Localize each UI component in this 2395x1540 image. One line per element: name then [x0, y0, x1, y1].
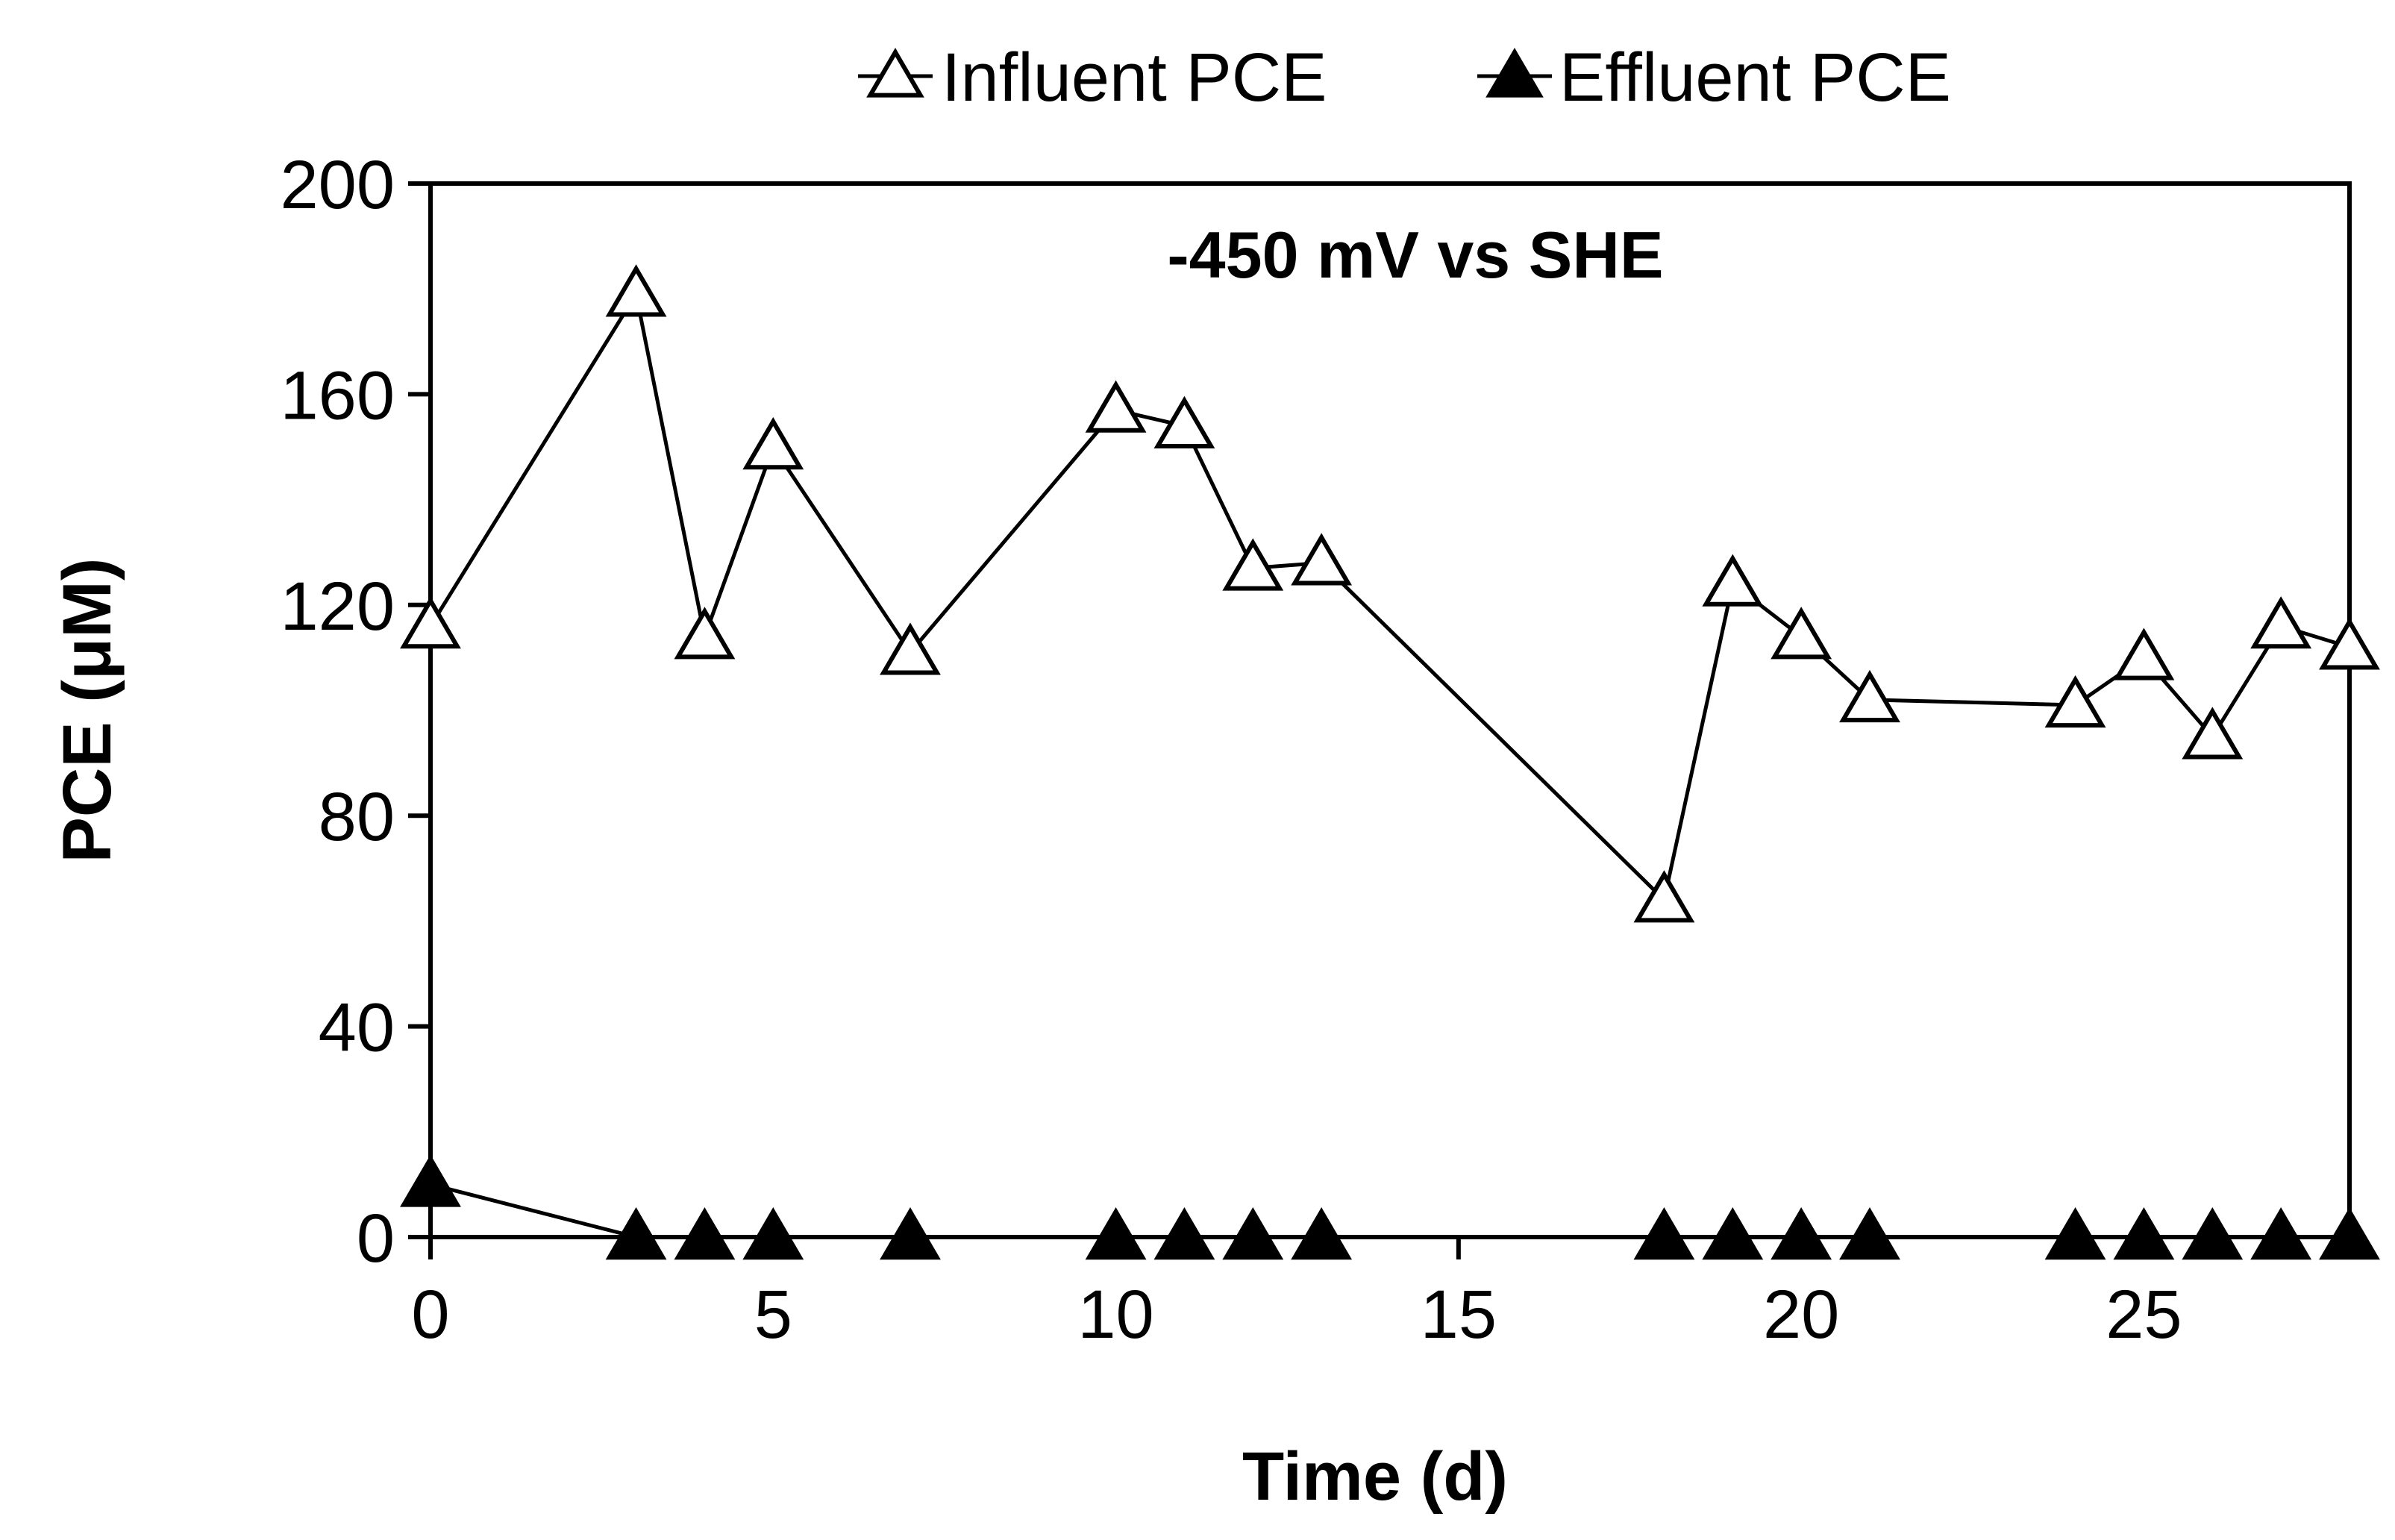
chart-annotation: -450 mV vs SHE — [1167, 218, 1663, 292]
effluent-point — [1771, 1207, 1832, 1260]
effluent-point — [2319, 1207, 2380, 1260]
x-axis-title: Time (d) — [1242, 1439, 1508, 1515]
series-effluent-pce — [400, 1154, 2380, 1260]
effluent-point — [1222, 1207, 1284, 1260]
legend-filled-triangle-icon — [1485, 48, 1544, 98]
effluent-point — [742, 1207, 804, 1260]
effluent-point — [1839, 1207, 1900, 1260]
effluent-point — [674, 1207, 736, 1260]
influent-point — [2250, 596, 2312, 649]
series-layer — [400, 264, 2380, 1260]
effluent-point — [400, 1154, 461, 1207]
influent-point — [2182, 707, 2244, 760]
effluent-point — [605, 1207, 667, 1260]
influent-point — [2113, 627, 2175, 680]
y-axis-title: PCE (μM) — [49, 558, 125, 863]
influent-point — [742, 417, 804, 470]
influent-point — [1771, 607, 1832, 660]
effluent-point — [1153, 1207, 1215, 1260]
influent-point — [2044, 674, 2106, 728]
x-tick-label: 0 — [411, 1277, 449, 1353]
x-tick-label: 5 — [754, 1277, 792, 1353]
effluent-point — [2182, 1207, 2244, 1260]
effluent-point — [1291, 1207, 1353, 1260]
influent-point — [1702, 554, 1764, 607]
influent-point — [400, 596, 461, 649]
y-tick-label: 80 — [319, 779, 395, 855]
x-tick-label: 10 — [1077, 1277, 1153, 1353]
y-tick-label: 40 — [319, 990, 395, 1066]
influent-point — [1291, 533, 1353, 586]
effluent-point — [2044, 1207, 2106, 1260]
x-tick-label: 25 — [2106, 1277, 2182, 1353]
effluent-point — [1633, 1207, 1695, 1260]
effluent-point — [880, 1207, 941, 1260]
effluent-point — [2113, 1207, 2175, 1260]
influent-point — [1633, 870, 1695, 923]
influent-point — [1085, 380, 1147, 433]
series-influent-pce — [400, 264, 2380, 923]
influent-point — [1222, 538, 1284, 591]
x-axis: 0 5 10 15 20 25 — [411, 1237, 2182, 1353]
effluent-point — [1085, 1207, 1147, 1260]
influent-point — [880, 622, 941, 675]
effluent-point — [2250, 1207, 2312, 1260]
legend-label: Influent PCE — [942, 40, 1327, 116]
influent-point — [1839, 669, 1900, 723]
legend: Influent PCE Effluent PCE — [858, 40, 1951, 116]
y-tick-label: 160 — [281, 357, 395, 433]
influent-point — [1153, 395, 1215, 448]
y-axis: 0 40 80 120 160 200 — [281, 147, 431, 1277]
influent-point — [2319, 617, 2380, 670]
influent-point — [605, 264, 667, 317]
effluent-point — [1702, 1207, 1764, 1260]
influent-point — [674, 607, 736, 660]
legend-label: Effluent PCE — [1559, 40, 1951, 116]
y-tick-label: 0 — [357, 1201, 395, 1277]
y-tick-label: 120 — [281, 569, 395, 645]
legend-open-triangle-icon — [866, 48, 924, 98]
x-tick-label: 20 — [1763, 1277, 1839, 1353]
x-tick-label: 15 — [1421, 1277, 1497, 1353]
y-tick-label: 200 — [281, 147, 395, 223]
